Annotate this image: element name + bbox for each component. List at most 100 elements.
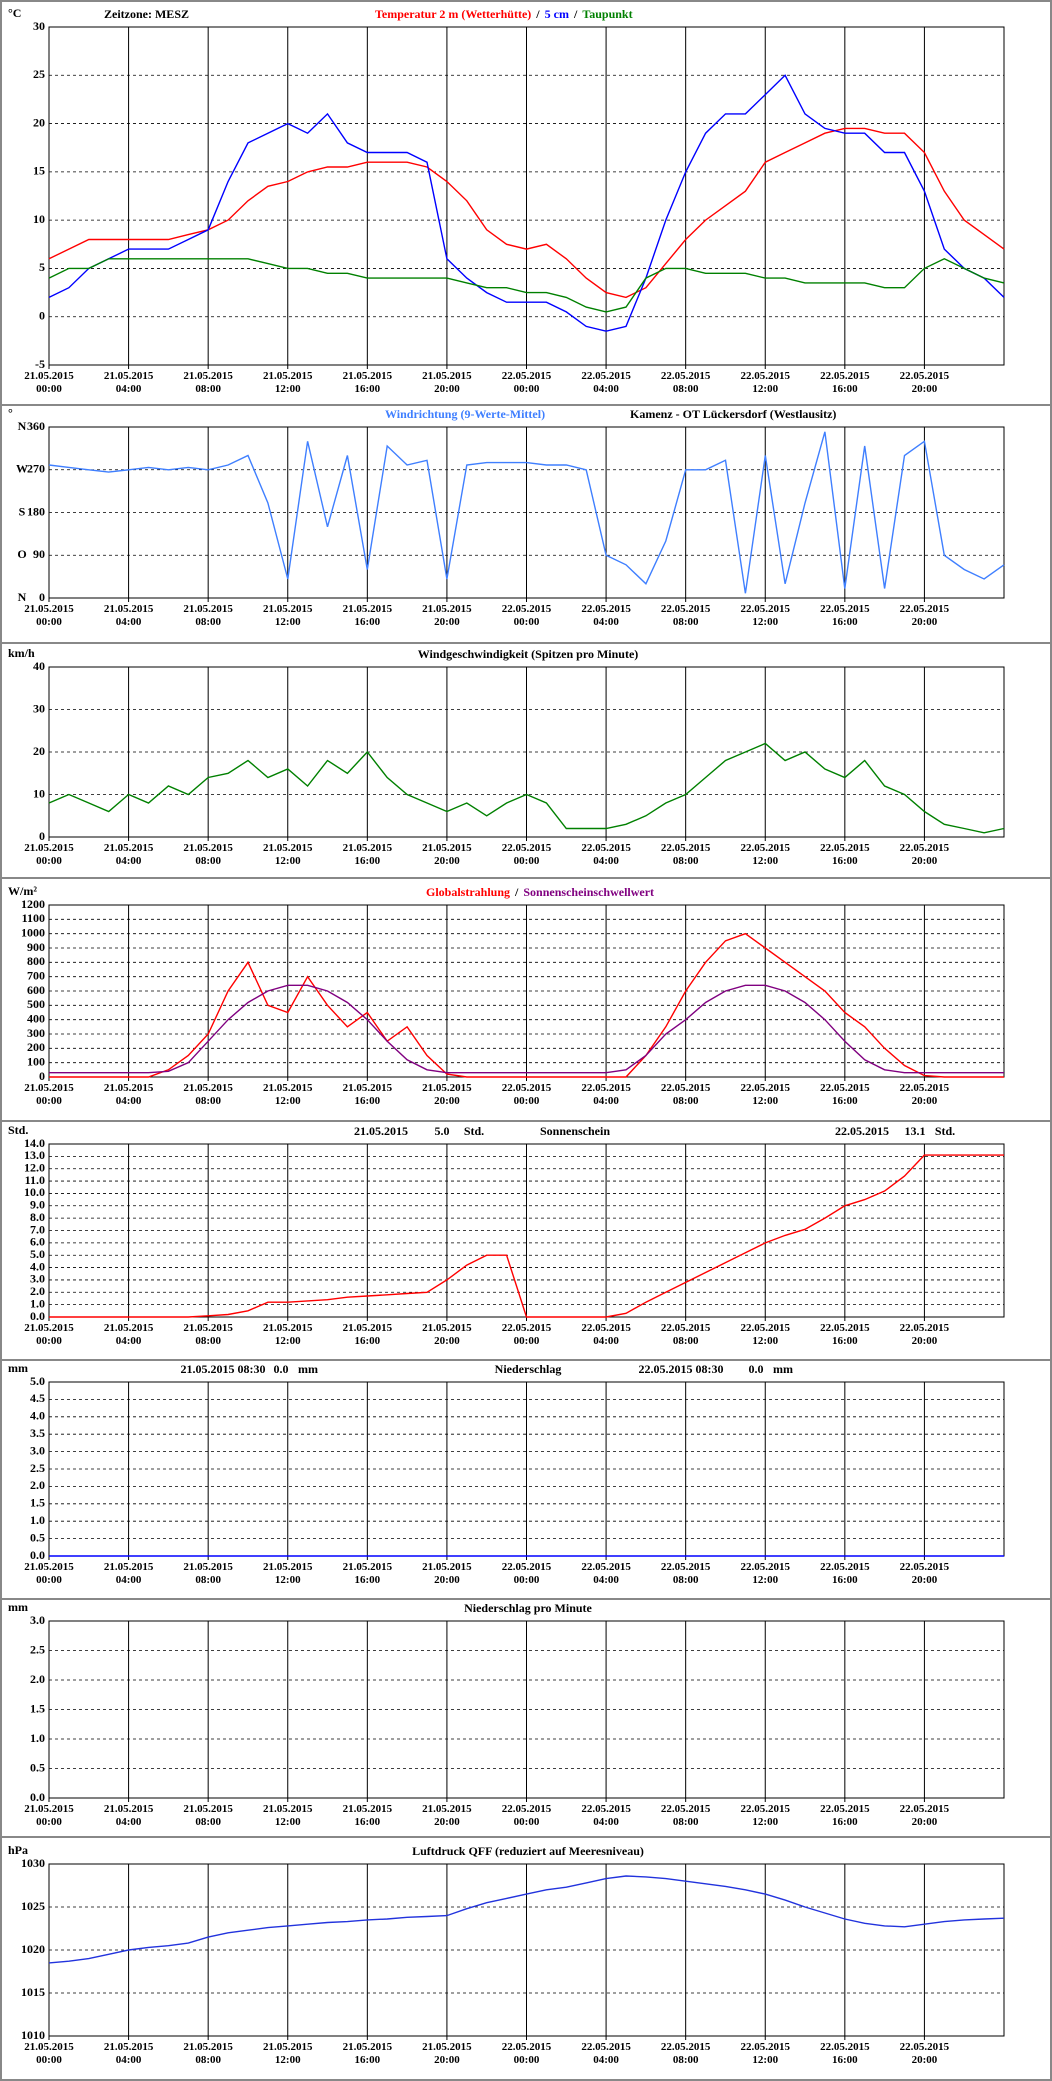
x-tick-label: 22.05.2015 12:00: [740, 370, 791, 395]
y-tick-label: 10.0: [24, 1185, 45, 1199]
y-tick-label: 1000: [21, 925, 45, 939]
x-tick-label: 21.05.2015 12:00: [263, 603, 313, 628]
x-tick-label: 22.05.2015 12:00: [740, 1082, 791, 1107]
y-tick-label: 1200: [21, 897, 45, 911]
x-tick-label: 22.05.2015 04:00: [581, 1803, 631, 1828]
x-tick-label: 21.05.2015 00:00: [24, 1803, 74, 1828]
x-tick-label: 21.05.2015 04:00: [103, 842, 154, 867]
x-tick-label: 22.05.2015 16:00: [820, 603, 870, 628]
y-tick-label: 1100: [22, 911, 45, 925]
annotation: 5.0: [435, 1124, 450, 1138]
legend-separator: /: [573, 7, 578, 21]
x-tick-label: 22.05.2015 00:00: [501, 370, 552, 395]
y-tick-label: 2.0: [30, 1478, 45, 1492]
x-tick-label: 21.05.2015 20:00: [422, 603, 472, 628]
y-tick-label: 360: [27, 419, 45, 433]
y-tick-label: 14.0: [24, 1136, 45, 1150]
y-tick-label: 20: [33, 744, 45, 758]
y-tick-label: 7.0: [30, 1222, 45, 1236]
x-tick-label: 21.05.2015 12:00: [263, 2041, 313, 2066]
x-tick-label: 22.05.2015 20:00: [899, 1803, 950, 1828]
data-line: [48, 1875, 1005, 1964]
y-tick-label: 0.5: [30, 1530, 45, 1544]
y-tick-label: 1.0: [30, 1731, 45, 1745]
x-tick-label: 21.05.2015 04:00: [103, 1803, 154, 1828]
y-tick-label: 0: [39, 590, 45, 604]
y-tick-label: 6.0: [30, 1235, 45, 1249]
x-tick-label: 21.05.2015 16:00: [342, 603, 393, 628]
x-tick-label: 22.05.2015 08:00: [660, 1561, 711, 1586]
x-tick-label: 21.05.2015 20:00: [422, 842, 472, 867]
data-line: [49, 1154, 1004, 1318]
y-tick-label: 1.0: [30, 1296, 45, 1310]
x-tick-label: 22.05.2015 08:00: [660, 2041, 711, 2066]
x-tick-label: 21.05.2015 08:00: [183, 603, 233, 628]
y-tick-label: 3.0: [30, 1272, 45, 1286]
y-tick-label: 0: [39, 308, 45, 322]
y-tick-label: 100: [27, 1054, 45, 1068]
y-tick-label: 1025: [21, 1899, 45, 1913]
chart-title: Windgeschwindigkeit (Spitzen pro Minute): [418, 647, 639, 661]
compass-label: N: [18, 590, 27, 604]
y-tick-label: 900: [27, 940, 45, 954]
x-tick-label: 21.05.2015 08:00: [183, 1803, 233, 1828]
x-tick-label: 22.05.2015 16:00: [820, 370, 870, 395]
y-tick-label: 30: [33, 701, 45, 715]
y-tick-label: 8.0: [30, 1210, 45, 1224]
data-line: [48, 74, 1005, 332]
y-tick-label: 3.0: [30, 1613, 45, 1627]
x-tick-label: 21.05.2015 16:00: [342, 370, 393, 395]
y-tick-label: 5.0: [30, 1374, 45, 1388]
y-tick-label: 1010: [21, 2028, 45, 2042]
x-tick-label: 22.05.2015 20:00: [899, 842, 950, 867]
x-tick-label: 21.05.2015 08:00: [183, 2041, 233, 2066]
x-tick-label: 21.05.2015 00:00: [24, 842, 74, 867]
x-tick-label: 22.05.2015 08:00: [660, 370, 711, 395]
y-tick-label: 5: [39, 260, 45, 274]
compass-label: N: [18, 419, 27, 433]
y-tick-label: 1.0: [30, 1513, 45, 1527]
compass-label: S: [19, 504, 26, 518]
y-tick-label: 2.5: [30, 1461, 45, 1475]
y-tick-label: 0.0: [30, 1309, 45, 1323]
x-tick-label: 22.05.2015 20:00: [899, 370, 950, 395]
y-tick-label: 2.0: [30, 1284, 45, 1298]
x-tick-label: 22.05.2015 16:00: [820, 2041, 870, 2066]
y-tick-label: 0: [39, 829, 45, 843]
x-tick-label: 22.05.2015 04:00: [581, 1561, 631, 1586]
data-line: [48, 258, 1005, 313]
y-axis-unit: °: [8, 406, 13, 420]
y-tick-label: 700: [27, 968, 45, 982]
y-tick-label: 10: [33, 786, 45, 800]
x-tick-label: 22.05.2015 00:00: [501, 1561, 552, 1586]
x-tick-label: 22.05.2015 20:00: [899, 1082, 950, 1107]
annotation: mm: [773, 1362, 793, 1376]
x-tick-label: 22.05.2015 20:00: [899, 2041, 950, 2066]
x-tick-label: 21.05.2015 16:00: [342, 1561, 393, 1586]
x-tick-label: 21.05.2015 16:00: [342, 1082, 393, 1107]
y-tick-label: 15: [33, 164, 45, 178]
y-tick-label: 1030: [21, 1856, 45, 1870]
x-tick-label: 22.05.2015 20:00: [899, 1322, 950, 1347]
x-tick-label: 22.05.2015 12:00: [740, 603, 791, 628]
y-tick-label: 2.0: [30, 1672, 45, 1686]
y-tick-label: 30: [33, 19, 45, 33]
chart-title: Sonnenschein: [540, 1124, 610, 1138]
legend-entry: Globalstrahlung: [426, 885, 510, 899]
x-tick-label: 21.05.2015 08:00: [183, 842, 233, 867]
x-tick-label: 22.05.2015 00:00: [501, 2041, 552, 2066]
y-tick-label: 40: [33, 659, 45, 673]
chart-title: Zeitzone: MESZ: [104, 7, 189, 21]
x-tick-label: 21.05.2015 20:00: [422, 2041, 472, 2066]
x-tick-label: 22.05.2015 04:00: [581, 1322, 631, 1347]
x-tick-label: 22.05.2015 04:00: [581, 370, 631, 395]
x-tick-label: 22.05.2015 04:00: [581, 2041, 631, 2066]
annotation: 0.0: [274, 1362, 289, 1376]
x-tick-label: 21.05.2015 20:00: [422, 1322, 472, 1347]
y-tick-label: 2.5: [30, 1642, 45, 1656]
x-tick-label: 21.05.2015 00:00: [24, 1322, 74, 1347]
x-tick-label: 21.05.2015 00:00: [24, 1082, 74, 1107]
x-tick-label: 22.05.2015 12:00: [740, 1561, 791, 1586]
annotation: Std.: [935, 1124, 955, 1138]
x-tick-label: 21.05.2015 04:00: [103, 603, 154, 628]
